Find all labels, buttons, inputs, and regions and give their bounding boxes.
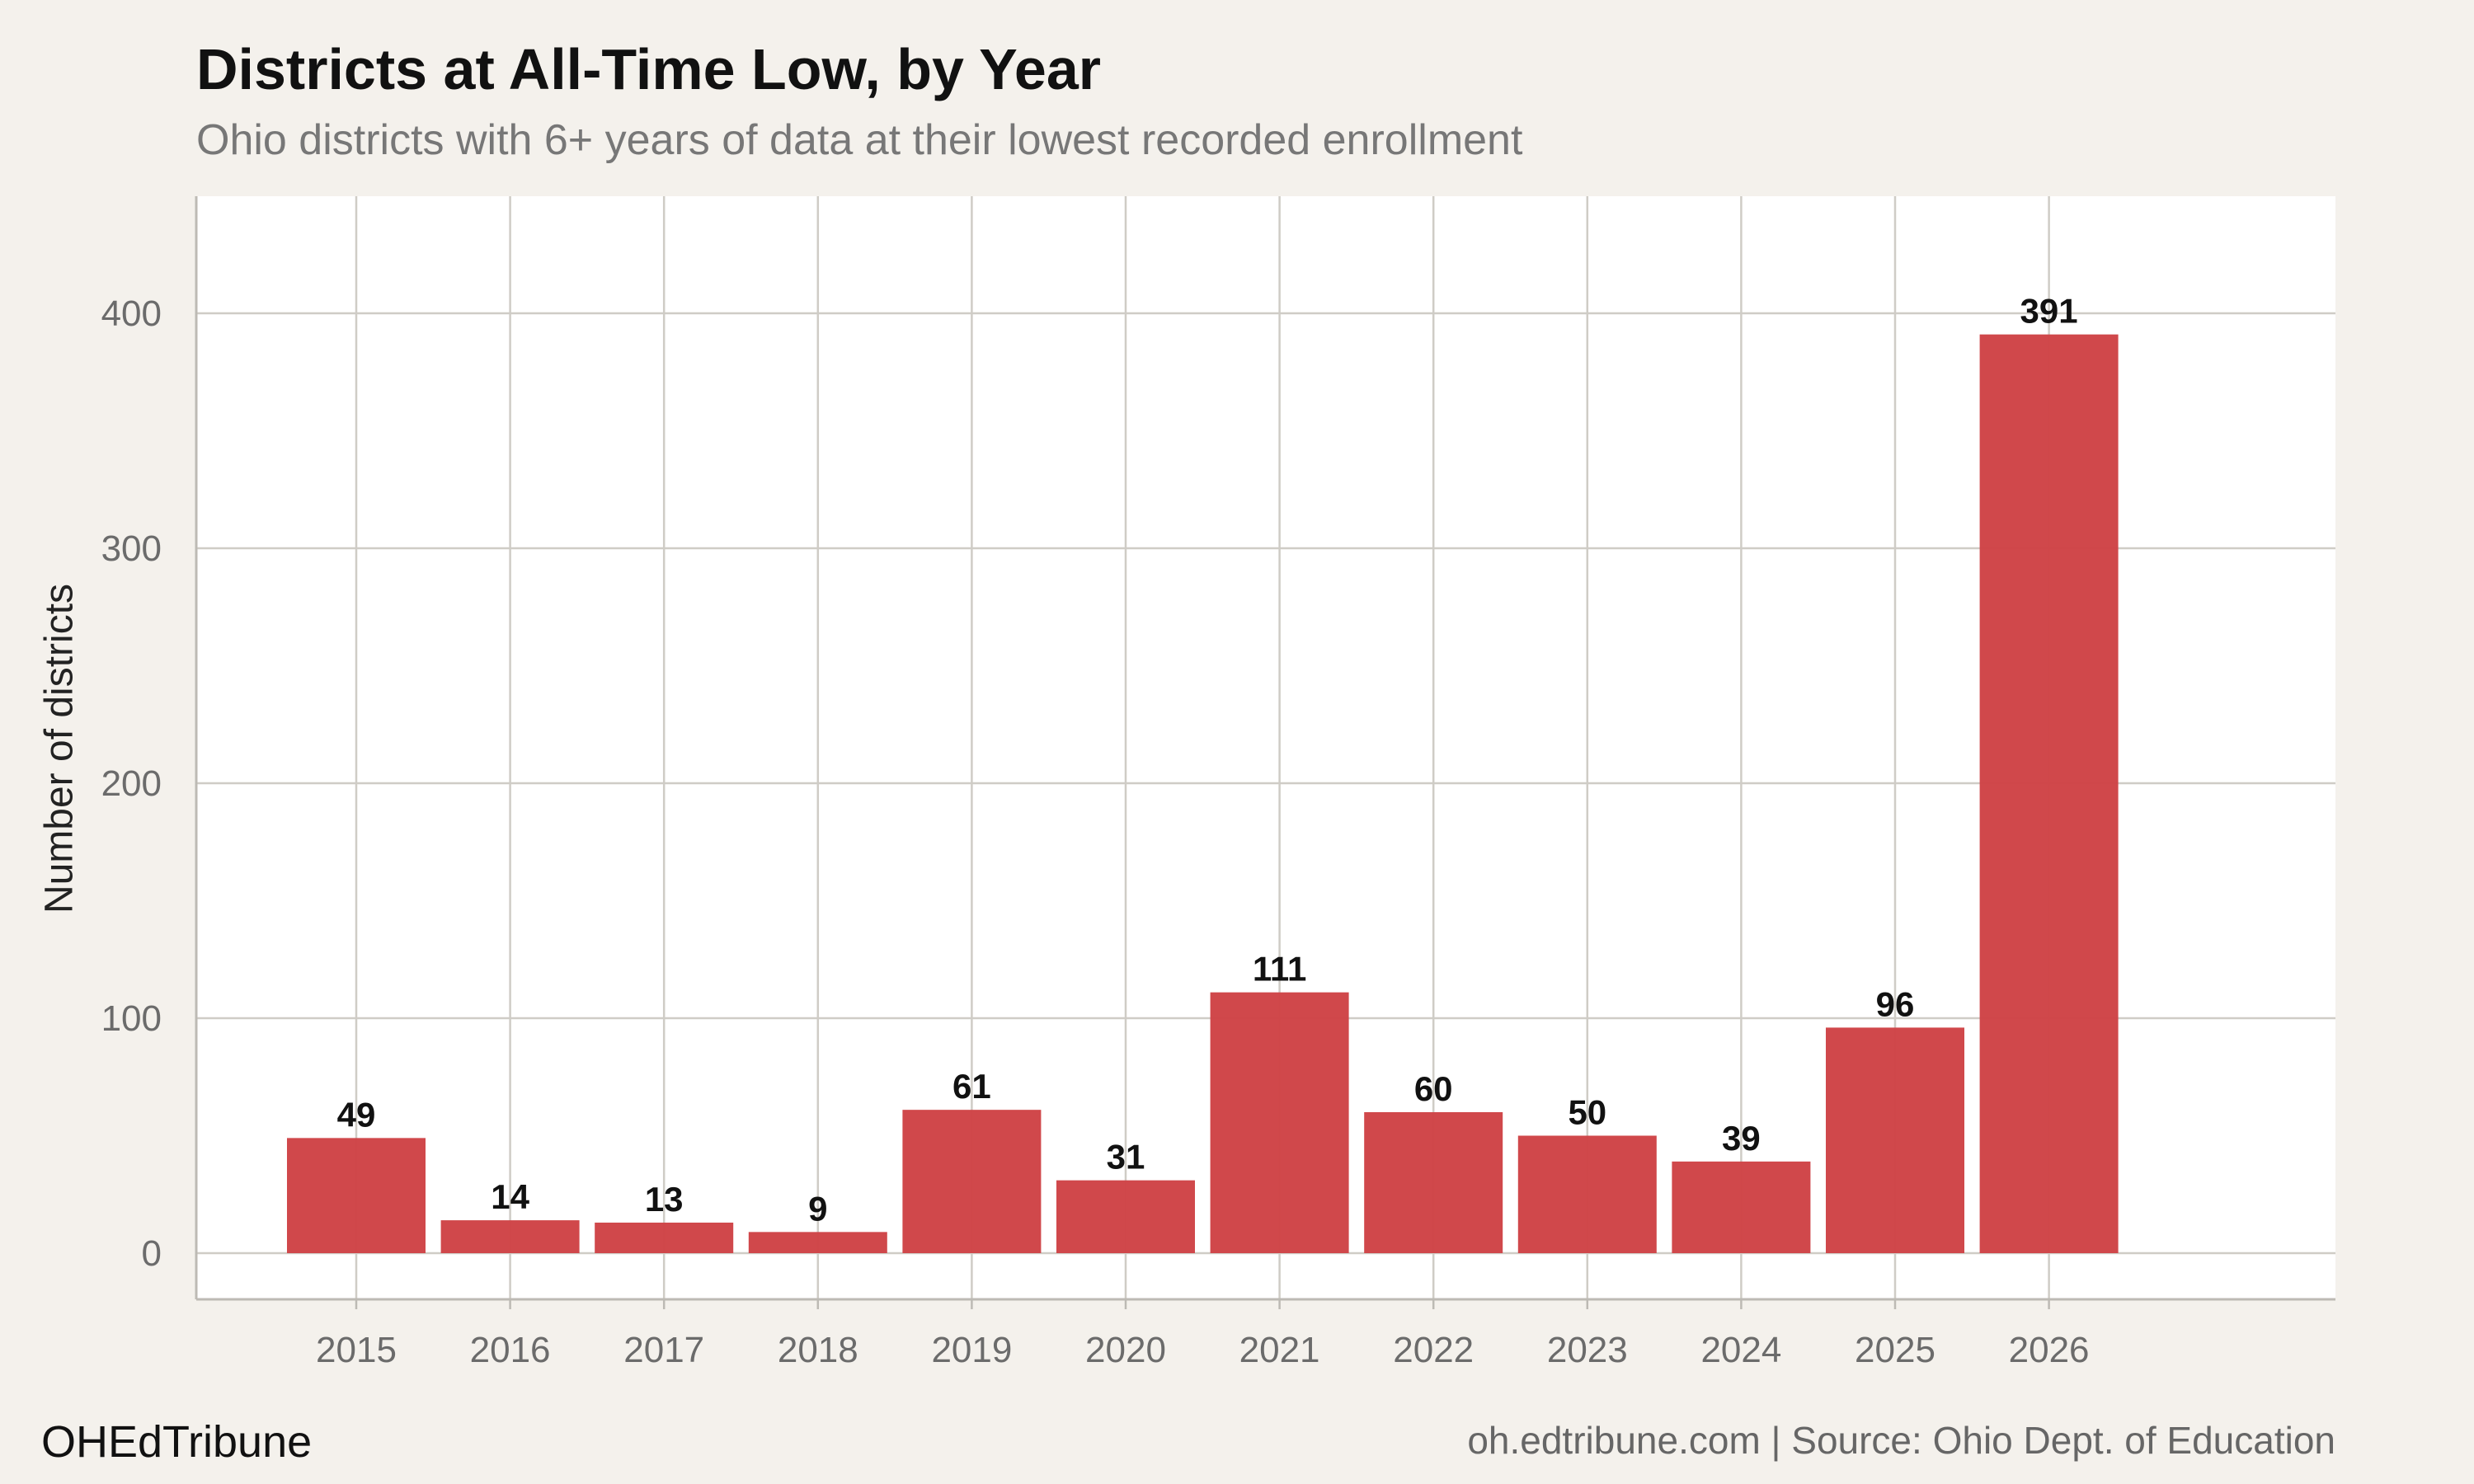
x-tick-label: 2021 [1239, 1330, 1320, 1370]
grid-lines [196, 196, 2335, 1299]
x-tick-label: 2023 [1547, 1330, 1628, 1370]
data-label-2017: 13 [645, 1180, 684, 1219]
source-note: oh.edtribune.com | Source: Ohio Dept. of… [1467, 1419, 2335, 1462]
bars [287, 334, 2119, 1253]
x-tick-label: 2026 [2009, 1330, 2090, 1370]
axes: 0 100 200 300 400 2015 2016 2017 2018 2019 2020 202… [101, 196, 2335, 1370]
bar-2024 [1672, 1161, 1811, 1253]
x-tick-label: 2017 [623, 1330, 704, 1370]
data-label-2023: 50 [1568, 1093, 1606, 1132]
y-tick-label: 100 [101, 998, 162, 1039]
x-tick-label: 2016 [470, 1330, 551, 1370]
bar-2023 [1517, 1135, 1657, 1253]
y-tick-label: 200 [101, 763, 162, 804]
chart-title: Districts at All-Time Low, by Year [196, 37, 1102, 101]
brand-logo-text: OHEdTribune [41, 1417, 313, 1467]
data-label-2025: 96 [1876, 984, 1915, 1023]
data-labels: 49 14 13 9 61 31 111 60 50 39 96 391 [337, 292, 2078, 1228]
data-label-2019: 61 [952, 1067, 991, 1106]
data-label-2024: 39 [1722, 1119, 1761, 1158]
y-tick-label: 300 [101, 528, 162, 569]
x-tick-label: 2015 [316, 1330, 397, 1370]
data-label-2018: 9 [808, 1189, 827, 1228]
y-tick-label: 400 [101, 294, 162, 334]
bar-2015 [287, 1138, 426, 1253]
x-tick-label: 2025 [1855, 1330, 1935, 1370]
bar-2016 [440, 1220, 580, 1253]
x-tick-label: 2024 [1700, 1330, 1781, 1370]
chart-subtitle: Ohio districts with 6+ years of data at … [196, 116, 1523, 164]
bar-2017 [595, 1222, 734, 1253]
data-label-2022: 60 [1414, 1069, 1453, 1108]
y-tick-label: 0 [142, 1233, 162, 1274]
bar-2021 [1210, 992, 1349, 1253]
bar-2025 [1826, 1027, 1964, 1253]
x-tick-label: 2019 [931, 1330, 1012, 1370]
bar-2019 [902, 1110, 1042, 1253]
bar-2026 [1979, 334, 2119, 1253]
bar-2020 [1056, 1180, 1195, 1253]
bar-2022 [1364, 1112, 1503, 1253]
data-label-2020: 31 [1107, 1138, 1145, 1176]
bar-2018 [748, 1232, 887, 1253]
x-tick-label: 2018 [778, 1330, 858, 1370]
data-label-2026: 391 [2020, 292, 2078, 331]
data-label-2021: 111 [1253, 950, 1306, 989]
data-label-2015: 49 [337, 1095, 376, 1134]
x-tick-label: 2022 [1393, 1330, 1474, 1370]
data-label-2016: 14 [491, 1177, 529, 1216]
x-tick-label: 2020 [1085, 1330, 1166, 1370]
